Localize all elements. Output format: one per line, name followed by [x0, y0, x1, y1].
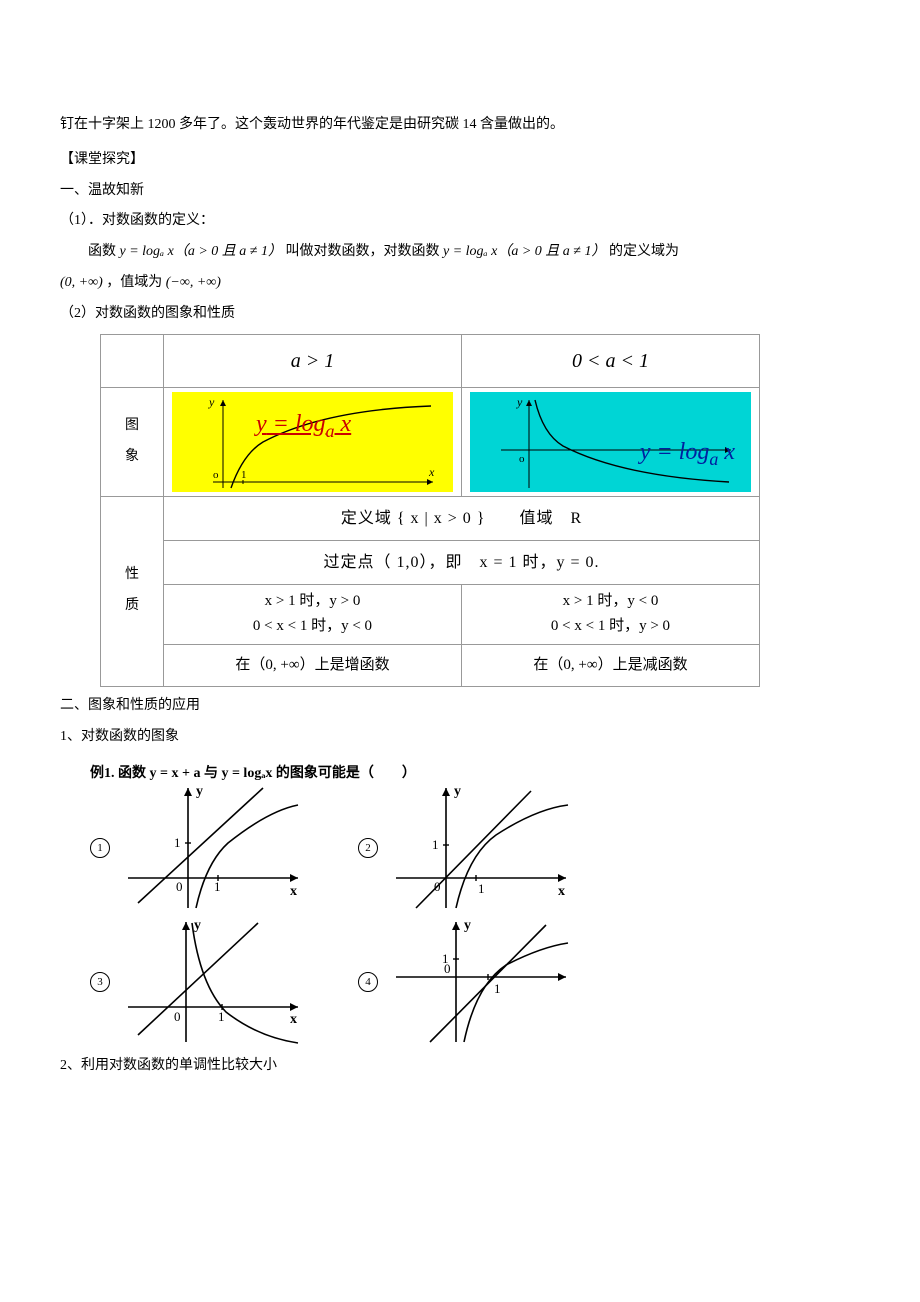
- def-mid1: 叫做对数函数，对数函数: [286, 244, 440, 259]
- sign-cell-a-gt-1: x > 1 时，y > 0 0 < x < 1 时，y < 0: [164, 584, 462, 644]
- svg-text:1: 1: [494, 981, 501, 996]
- intro-line: 钉在十字架上 1200 多年了。这个轰动世界的年代鉴定是由研究碳 14 含量做出…: [60, 110, 860, 141]
- svg-text:x: x: [428, 465, 435, 479]
- table-row: 性 质 定义域 { x | x > 0 } 值域 R: [101, 496, 760, 540]
- option-badge-1: 1: [90, 838, 110, 858]
- option-4: 4 0 1 1 y: [358, 917, 576, 1047]
- svg-text:1: 1: [478, 881, 485, 896]
- def-domain: (0, +∞): [60, 275, 103, 290]
- sign-line: x > 1 时，y < 0: [470, 589, 751, 615]
- svg-text:y: y: [194, 918, 201, 933]
- def-range-label: ，值域为: [106, 275, 162, 290]
- def-mid2: 的定义域为: [609, 244, 679, 259]
- definition-line-2: (0, +∞) ，值域为 (−∞, +∞): [60, 268, 860, 299]
- table-row: a > 1 0 < a < 1: [101, 334, 760, 387]
- def-prefix: 函数: [88, 244, 116, 259]
- blank-cell: [101, 334, 164, 387]
- svg-text:y: y: [454, 784, 461, 799]
- row-label-graph: 图 象: [101, 387, 164, 496]
- option-badge-4: 4: [358, 972, 378, 992]
- svg-text:1: 1: [432, 837, 439, 852]
- example-charts: 1 0 1 1 y x: [90, 783, 860, 1047]
- def-number: （1）．对数函数的定义：: [60, 206, 860, 237]
- heading-review: 一、温故知新: [60, 176, 860, 207]
- def-formula-1: y = logₐ x（a > 0 且 a ≠ 1）: [120, 244, 283, 259]
- option-1: 1 0 1 1 y x: [90, 783, 308, 913]
- heading-application: 二、图象和性质的应用: [60, 691, 860, 722]
- sign-line: 0 < x < 1 时，y > 0: [470, 614, 751, 640]
- option-3: 3 0 1 y x: [90, 917, 308, 1047]
- graph1-formula: y = loga x: [256, 398, 351, 451]
- svg-text:x: x: [290, 1012, 297, 1027]
- svg-text:1: 1: [241, 469, 247, 481]
- chart-option-1: 0 1 1 y x: [118, 783, 308, 913]
- svg-text:1: 1: [442, 951, 449, 966]
- sign-line: x > 1 时，y > 0: [172, 589, 453, 615]
- svg-text:y: y: [208, 395, 215, 409]
- option-badge-2: 2: [358, 838, 378, 858]
- table-row: 过定点（ 1,0），即 x = 1 时，y = 0.: [101, 540, 760, 584]
- svg-text:y: y: [516, 395, 523, 409]
- svg-text:y: y: [196, 784, 203, 799]
- monotone-increasing-cell: 在（0, +∞）上是增函数: [164, 644, 462, 686]
- svg-text:0: 0: [176, 879, 183, 894]
- subheading-compare: 2、利用对数函数的单调性比较大小: [60, 1051, 860, 1082]
- graph-cell-decreasing: y o y = loga x: [462, 387, 760, 496]
- row-label-properties: 性 质: [101, 496, 164, 686]
- subheading-graph: 1、对数函数的图象: [60, 722, 860, 753]
- svg-text:x: x: [290, 884, 297, 899]
- svg-text:o: o: [213, 469, 219, 481]
- table-row: 图 象 y x o 1 y: [101, 387, 760, 496]
- properties-table: a > 1 0 < a < 1 图 象 y x o 1: [100, 334, 760, 687]
- svg-text:1: 1: [174, 835, 181, 850]
- graph2-formula: y = loga x: [640, 426, 735, 479]
- chart-option-2: 0 1 1 y x: [386, 783, 576, 913]
- svg-text:0: 0: [174, 1009, 181, 1024]
- option-badge-3: 3: [90, 972, 110, 992]
- svg-text:0: 0: [434, 879, 441, 894]
- heading-classroom: 【课堂探究】: [60, 145, 860, 176]
- monotone-decreasing-cell: 在（0, +∞）上是减函数: [462, 644, 760, 686]
- svg-text:o: o: [519, 453, 525, 465]
- sign-line: 0 < x < 1 时，y < 0: [172, 614, 453, 640]
- chart-option-4: 0 1 1 y: [386, 917, 576, 1047]
- table-row: x > 1 时，y > 0 0 < x < 1 时，y < 0 x > 1 时，…: [101, 584, 760, 644]
- sign-cell-a-lt-1: x > 1 时，y < 0 0 < x < 1 时，y > 0: [462, 584, 760, 644]
- def-formula-2: y = logₐ x（a > 0 且 a ≠ 1）: [443, 244, 606, 259]
- option-2: 2 0 1 1 y x: [358, 783, 576, 913]
- svg-text:x: x: [558, 884, 565, 899]
- svg-text:1: 1: [218, 1009, 225, 1024]
- col-header-a-gt-1: a > 1: [164, 334, 462, 387]
- def-range: (−∞, +∞): [166, 275, 221, 290]
- col-header-a-lt-1: 0 < a < 1: [462, 334, 760, 387]
- table-row: 在（0, +∞）上是增函数 在（0, +∞）上是减函数: [101, 644, 760, 686]
- chart-option-3: 0 1 y x: [118, 917, 308, 1047]
- svg-text:1: 1: [214, 879, 221, 894]
- definition-line-1: 函数 y = logₐ x（a > 0 且 a ≠ 1） 叫做对数函数，对数函数…: [60, 237, 860, 268]
- graph-prop-number: （2）对数函数的图象和性质: [60, 299, 860, 330]
- fixed-point-cell: 过定点（ 1,0），即 x = 1 时，y = 0.: [164, 540, 760, 584]
- graph-cell-increasing: y x o 1 y = loga x: [164, 387, 462, 496]
- svg-text:y: y: [464, 918, 471, 933]
- domain-range-cell: 定义域 { x | x > 0 } 值域 R: [164, 496, 760, 540]
